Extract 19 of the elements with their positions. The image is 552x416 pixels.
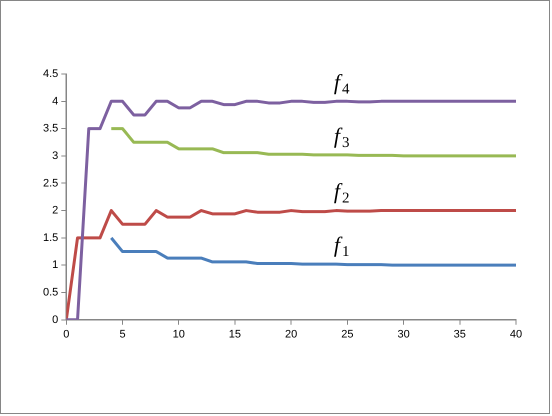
x-tick-label: 30: [397, 328, 410, 340]
x-tick-label: 20: [285, 328, 298, 340]
y-tick-label: 0.5: [42, 286, 58, 299]
x-tick-label: 25: [341, 328, 354, 340]
y-tick-label: 2: [52, 204, 58, 217]
x-tick-label: 0: [63, 328, 70, 340]
y-tick-label: 0: [52, 314, 58, 326]
x-tick-label: 15: [228, 328, 242, 340]
y-tick-label: 4.5: [42, 68, 58, 80]
y-tick-label: 3: [52, 150, 58, 162]
x-tick-label: 10: [172, 328, 185, 340]
y-tick-label: 2.5: [42, 177, 58, 190]
y-tick-label: 4: [52, 95, 58, 108]
y-tick-label: 3.5: [42, 122, 58, 135]
x-tick-label: 35: [454, 328, 466, 340]
x-tick-label: 5: [119, 328, 126, 340]
y-tick-label: 1.5: [42, 232, 58, 244]
x-tick-label: 40: [510, 328, 522, 340]
y-tick-label: 1: [52, 259, 58, 272]
